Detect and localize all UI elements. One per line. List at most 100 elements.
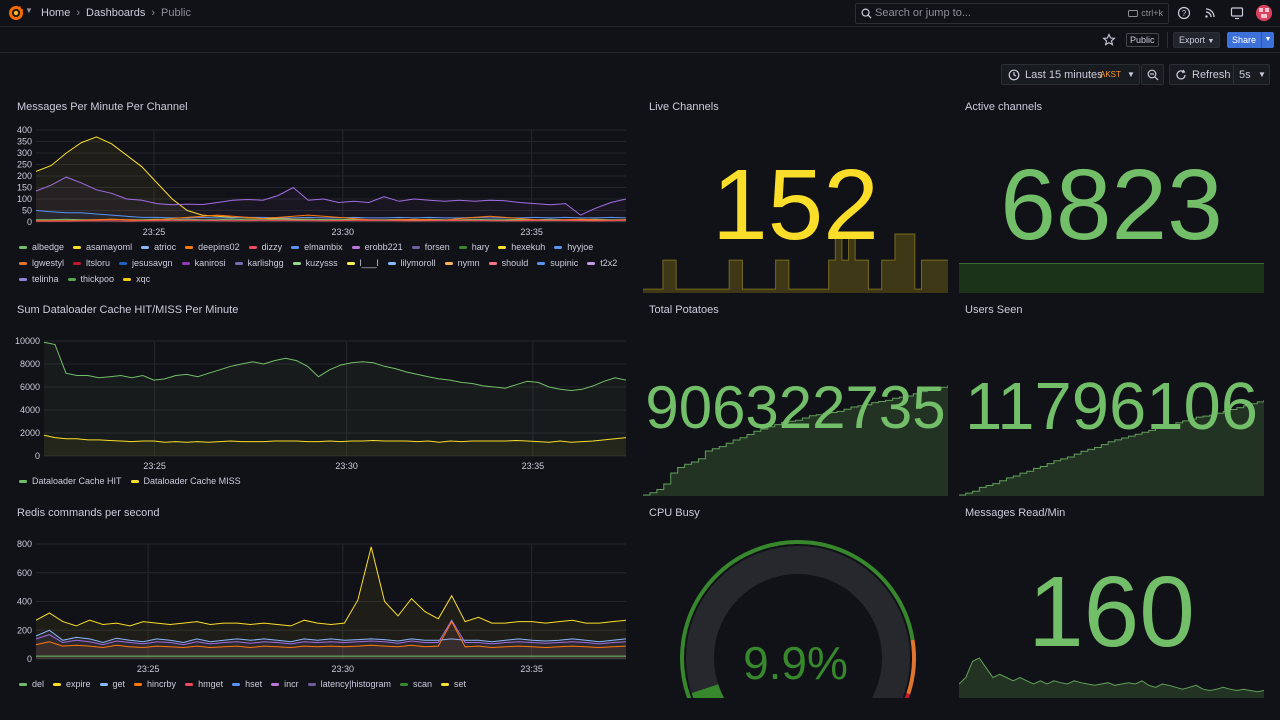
legend-item[interactable]: hyyjoe: [554, 241, 593, 253]
time-range-picker[interactable]: Last 15 minutes AKST ▼: [1001, 64, 1140, 85]
legend-item[interactable]: hexekuh: [498, 241, 545, 253]
messages-read-sparkline: [959, 657, 1264, 698]
monitor-icon[interactable]: [1230, 6, 1244, 20]
legend-item[interactable]: hmget: [185, 678, 223, 690]
legend-swatch: [291, 245, 300, 249]
share-dropdown-chevron-icon[interactable]: ▼: [1261, 32, 1274, 48]
legend-item[interactable]: t2x2: [587, 257, 617, 269]
legend-item[interactable]: thickpoo: [67, 273, 114, 285]
legend-swatch: [537, 261, 546, 265]
panel-title-messages-per-minute[interactable]: Messages Per Minute Per Channel: [17, 101, 188, 113]
legend-item[interactable]: l___l: [346, 257, 379, 269]
legend-label: atrioc: [154, 242, 177, 252]
legend-item[interactable]: erobb221: [351, 241, 403, 253]
y-tick-label: 400: [17, 125, 32, 135]
legend-item[interactable]: ltsloru: [73, 257, 110, 269]
panel-title-messages-read[interactable]: Messages Read/Min: [965, 507, 1066, 519]
legend-swatch: [248, 245, 257, 249]
star-icon[interactable]: [1102, 33, 1116, 47]
total-potatoes-sparkline: [643, 385, 948, 496]
legend-item[interactable]: nymn: [444, 257, 480, 269]
panel-title-live-channels[interactable]: Live Channels: [649, 101, 719, 113]
user-avatar[interactable]: [1256, 5, 1272, 21]
zoom-out-button[interactable]: [1141, 64, 1164, 85]
legend-label: should: [501, 258, 529, 268]
legend-item[interactable]: karlishgg: [234, 257, 284, 269]
legend-label: kanirosi: [194, 258, 226, 268]
grafana-logo-icon[interactable]: [8, 5, 24, 21]
panel-title-dataloader-cache[interactable]: Sum Dataloader Cache HIT/MISS Per Minute: [17, 304, 239, 316]
legend-label: asamayoml: [86, 242, 133, 252]
legend-swatch: [458, 245, 467, 249]
search-placeholder: Search or jump to...: [875, 7, 971, 19]
total-potatoes-value: 906322735: [645, 374, 946, 441]
panel-title-total-potatoes[interactable]: Total Potatoes: [649, 304, 719, 316]
legend-item[interactable]: should: [488, 257, 529, 269]
panel-title-redis-commands[interactable]: Redis commands per second: [17, 507, 160, 519]
panel-title-active-channels[interactable]: Active channels: [965, 101, 1043, 113]
legend-item[interactable]: elmambix: [291, 241, 343, 253]
legend-item[interactable]: hincrby: [134, 678, 176, 690]
legend-swatch: [185, 682, 194, 686]
messages-read-value: 160: [1028, 556, 1195, 668]
legend-item[interactable]: xqc: [123, 273, 150, 285]
legend-item[interactable]: lilymoroll: [387, 257, 436, 269]
legend-label: lilymoroll: [400, 258, 436, 268]
legend-item[interactable]: del: [19, 678, 44, 690]
refresh-button[interactable]: Refresh 5s ▼: [1169, 64, 1270, 85]
legend-swatch: [441, 682, 449, 686]
legend-label: expire: [66, 679, 91, 689]
legend-item[interactable]: expire: [53, 678, 91, 690]
legend-item[interactable]: telinha: [19, 273, 59, 285]
export-button[interactable]: Export ▼: [1173, 32, 1221, 48]
breadcrumb-home[interactable]: Home: [41, 7, 71, 19]
legend-label: set: [454, 679, 467, 689]
menu-chevron-down-icon[interactable]: ▼: [25, 6, 33, 15]
legend-item[interactable]: atrioc: [141, 241, 176, 253]
search-input[interactable]: Search or jump to... ctrl+k: [855, 3, 1169, 24]
legend-item[interactable]: kuzysss: [292, 257, 338, 269]
series-area: [36, 546, 626, 659]
legend-item[interactable]: incr: [271, 678, 299, 690]
legend-item[interactable]: set: [441, 678, 466, 690]
legend-item[interactable]: supinic: [537, 257, 578, 269]
legend-label: Dataloader Cache HIT: [32, 476, 122, 486]
legend-label: supinic: [550, 258, 579, 268]
legend-item[interactable]: hary: [458, 241, 489, 253]
share-button[interactable]: Share: [1227, 32, 1262, 48]
legend-item[interactable]: forsen: [411, 241, 450, 253]
y-tick-label: 200: [17, 625, 32, 635]
legend-item[interactable]: latency|histogram: [307, 678, 391, 690]
legend-item[interactable]: lgwestyl: [19, 257, 64, 269]
y-tick-label: 600: [17, 568, 32, 578]
help-icon[interactable]: ?: [1177, 6, 1191, 20]
top-navigation-bar: ▼ Home › Dashboards › Public Search or j…: [0, 0, 1280, 27]
legend-item[interactable]: hset: [232, 678, 262, 690]
search-shortcut: ctrl+k: [1128, 8, 1163, 18]
legend-item[interactable]: kanirosi: [181, 257, 226, 269]
legend-item[interactable]: asamayoml: [73, 241, 132, 253]
refresh-interval-picker[interactable]: 5s: [1239, 69, 1251, 81]
legend-swatch: [444, 261, 453, 265]
legend-label: del: [32, 679, 45, 689]
legend-item[interactable]: jesusavgn: [119, 257, 173, 269]
news-feed-icon[interactable]: [1203, 6, 1217, 20]
panel-title-users-seen[interactable]: Users Seen: [965, 304, 1023, 316]
legend-item[interactable]: Dataloader Cache HIT: [19, 475, 122, 487]
legend-item[interactable]: deepins02: [185, 241, 240, 253]
legend-swatch: [99, 682, 108, 686]
legend-swatch: [498, 245, 507, 249]
legend-label: dizzy: [261, 242, 283, 252]
sparkline-line: [959, 400, 1264, 496]
legend-swatch: [232, 682, 241, 686]
legend-item[interactable]: scan: [399, 678, 432, 690]
breadcrumb-dashboards[interactable]: Dashboards: [86, 7, 146, 19]
live-channels-value: 152: [712, 149, 879, 261]
legend-item[interactable]: albedge: [19, 241, 64, 253]
x-tick-label: 23:35: [520, 227, 543, 237]
legend-item[interactable]: Dataloader Cache MISS: [130, 475, 241, 487]
legend-item[interactable]: get: [99, 678, 125, 690]
legend-item[interactable]: dizzy: [248, 241, 283, 253]
legend-swatch: [119, 261, 128, 265]
panel-title-cpu-busy[interactable]: CPU Busy: [649, 507, 700, 519]
